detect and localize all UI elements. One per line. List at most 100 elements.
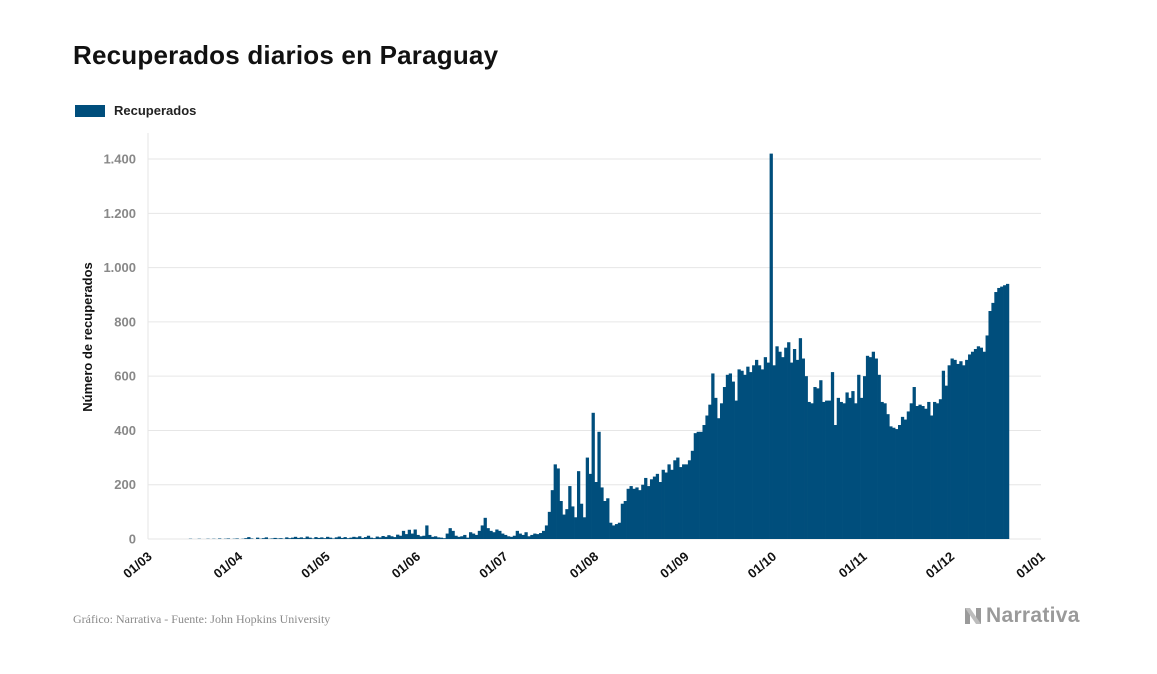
bar xyxy=(944,385,948,539)
bar xyxy=(638,490,642,539)
bar xyxy=(594,482,598,539)
bar xyxy=(755,359,759,539)
bar xyxy=(609,522,613,539)
bar xyxy=(515,530,519,539)
bar xyxy=(416,534,420,539)
bar xyxy=(448,528,452,539)
bar xyxy=(699,431,703,539)
bar xyxy=(355,537,359,539)
bar xyxy=(308,537,312,539)
y-tick-label: 200 xyxy=(114,477,136,492)
bar xyxy=(956,363,960,539)
y-tick-label: 1.000 xyxy=(103,260,136,275)
bar xyxy=(579,503,584,539)
bar xyxy=(790,362,794,539)
bar xyxy=(649,479,654,539)
bar xyxy=(833,425,838,539)
bar xyxy=(358,536,362,539)
bar xyxy=(218,538,222,539)
bar xyxy=(550,490,554,539)
bar xyxy=(291,537,295,539)
bar xyxy=(331,538,336,539)
bar xyxy=(693,433,697,539)
bar xyxy=(994,292,998,539)
bar xyxy=(933,401,937,539)
bar xyxy=(504,534,508,539)
bar xyxy=(425,525,429,539)
bar xyxy=(597,431,601,539)
bar xyxy=(349,537,353,539)
bar xyxy=(588,473,592,539)
bar xyxy=(927,401,931,539)
bar xyxy=(486,528,490,539)
bar xyxy=(898,425,902,539)
bar xyxy=(226,538,231,539)
bar xyxy=(860,397,864,539)
bar xyxy=(658,482,662,539)
bar xyxy=(772,365,776,539)
source-note: Gráfico: Narrativa - Fuente: John Hopkin… xyxy=(73,612,331,626)
bar xyxy=(264,537,268,539)
bar xyxy=(871,351,876,539)
bar xyxy=(273,537,277,539)
bar xyxy=(851,391,855,539)
bar xyxy=(889,426,893,539)
bar xyxy=(836,397,840,539)
bar xyxy=(839,401,843,539)
bar xyxy=(428,534,432,539)
bar xyxy=(930,415,934,539)
bar xyxy=(813,387,817,539)
bar xyxy=(299,537,304,539)
bar xyxy=(565,509,569,539)
bar xyxy=(781,357,785,539)
bar xyxy=(679,467,683,539)
bar xyxy=(506,536,511,539)
bar xyxy=(757,365,762,539)
bar xyxy=(247,537,251,539)
bar xyxy=(670,469,674,539)
bar xyxy=(547,511,552,539)
bar xyxy=(419,536,423,539)
bar xyxy=(968,354,972,539)
y-axis-title: Número de recuperados xyxy=(80,262,95,412)
bar xyxy=(722,387,727,539)
bar xyxy=(684,464,689,539)
bar xyxy=(401,530,406,539)
bar xyxy=(626,488,630,539)
bar xyxy=(372,538,376,539)
bar xyxy=(991,302,995,539)
bar xyxy=(877,374,881,539)
bar xyxy=(235,538,239,539)
bar xyxy=(734,400,738,539)
bar xyxy=(317,537,321,539)
bar xyxy=(865,355,870,539)
bar xyxy=(644,477,648,539)
bar xyxy=(915,406,919,539)
bar xyxy=(387,535,391,539)
bar xyxy=(717,418,721,539)
bar xyxy=(892,427,896,539)
bar xyxy=(398,535,403,539)
bar xyxy=(743,374,747,539)
bar xyxy=(719,403,724,539)
bar xyxy=(854,403,858,539)
bar xyxy=(1005,283,1010,539)
y-tick-label: 0 xyxy=(129,532,136,547)
bar xyxy=(346,538,350,539)
bar xyxy=(296,537,301,539)
bar xyxy=(541,530,546,539)
bar xyxy=(544,525,549,539)
bar xyxy=(752,365,756,539)
bar xyxy=(787,342,791,539)
bar xyxy=(970,351,975,539)
bar xyxy=(261,538,266,539)
x-tick-label: 01/03 xyxy=(120,549,155,581)
bar xyxy=(912,387,916,539)
bar xyxy=(687,460,692,539)
bar xyxy=(848,397,852,539)
bar xyxy=(1000,286,1004,539)
x-tick-label: 01/06 xyxy=(389,549,424,581)
bar xyxy=(763,357,768,539)
bar xyxy=(612,525,616,539)
